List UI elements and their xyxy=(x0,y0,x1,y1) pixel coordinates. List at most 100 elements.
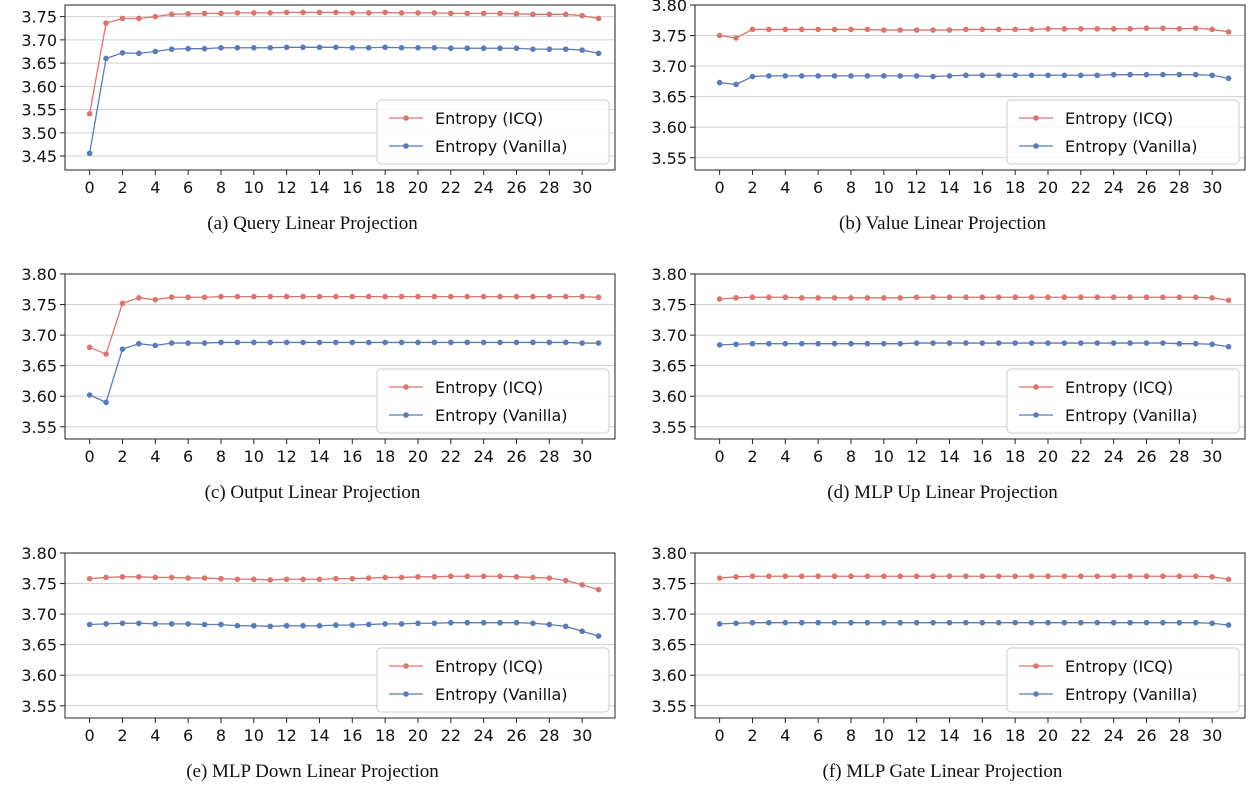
y-tick-label: 3.65 xyxy=(651,636,687,655)
data-point xyxy=(848,295,854,301)
x-tick-label: 12 xyxy=(906,447,926,466)
y-tick-label: 3.70 xyxy=(651,57,687,76)
data-point xyxy=(1192,619,1199,626)
data-point xyxy=(716,342,723,348)
data-point xyxy=(513,45,520,52)
data-point xyxy=(930,294,936,301)
legend-label: Entropy (ICQ) xyxy=(1065,109,1173,128)
data-point xyxy=(267,10,274,16)
legend: Entropy (ICQ) Entropy (Vanilla) xyxy=(1006,647,1240,713)
chart-caption: (a) Query Linear Projection xyxy=(207,213,418,234)
data-point xyxy=(946,73,953,79)
data-point xyxy=(546,575,553,581)
x-tick-label: 22 xyxy=(1071,178,1091,197)
data-point xyxy=(1192,25,1199,32)
data-point xyxy=(283,293,290,300)
data-point xyxy=(382,293,388,300)
data-point xyxy=(415,339,421,346)
data-point xyxy=(431,574,438,580)
x-tick-label: 0 xyxy=(715,726,725,745)
x-tick-label: 2 xyxy=(117,178,127,197)
data-point xyxy=(497,339,503,346)
series-line xyxy=(719,622,1229,626)
data-point xyxy=(185,575,191,581)
x-tick-label: 18 xyxy=(375,726,395,745)
data-point xyxy=(251,10,257,16)
x-tick-label: 8 xyxy=(216,178,226,197)
chart-caption: (b) Value Linear Projection xyxy=(839,213,1046,234)
data-point xyxy=(185,45,191,52)
y-tick-label: 3.65 xyxy=(21,357,57,376)
data-point xyxy=(480,45,487,52)
x-tick-label: 22 xyxy=(1071,447,1091,466)
data-point xyxy=(398,574,405,581)
data-point xyxy=(930,619,936,626)
data-point xyxy=(1160,25,1166,32)
data-point xyxy=(480,573,487,580)
legend-marker xyxy=(1033,115,1039,121)
data-point xyxy=(251,622,257,629)
x-tick-label: 16 xyxy=(342,447,362,466)
data-point xyxy=(562,339,569,346)
data-point xyxy=(185,294,191,301)
data-point xyxy=(979,72,986,79)
data-point xyxy=(283,622,290,629)
x-tick-label: 8 xyxy=(846,447,856,466)
data-point xyxy=(86,110,93,117)
legend-label: Entropy (Vanilla) xyxy=(435,685,568,704)
data-point xyxy=(864,295,871,301)
legend-marker xyxy=(403,663,409,669)
chart-panel-mlp-gate: 3.55 3.60 3.65 3.70 3.75 3.80 0 2 4 6 8 10 12 14 16 18 2… xyxy=(630,526,1255,788)
data-point xyxy=(497,293,503,300)
x-tick-label: 28 xyxy=(539,178,559,197)
data-point xyxy=(897,27,904,33)
data-point xyxy=(1176,573,1183,580)
data-point xyxy=(513,339,520,346)
y-tick-label: 3.65 xyxy=(651,357,687,376)
data-point xyxy=(798,26,805,33)
x-tick-label: 22 xyxy=(441,726,461,745)
data-point xyxy=(152,621,159,627)
data-point xyxy=(103,574,109,581)
data-point xyxy=(579,340,585,346)
data-point xyxy=(864,573,871,580)
data-point xyxy=(595,340,602,346)
data-point xyxy=(251,44,257,51)
data-point xyxy=(930,340,936,346)
x-tick-label: 30 xyxy=(572,447,592,466)
data-point xyxy=(1061,294,1068,301)
x-tick-label: 16 xyxy=(342,178,362,197)
series-line xyxy=(89,575,599,591)
data-point xyxy=(1160,340,1166,346)
y-tick-label: 3.70 xyxy=(651,326,687,345)
data-point xyxy=(1110,619,1117,626)
data-point xyxy=(201,294,208,301)
x-tick-label: 4 xyxy=(780,447,790,466)
y-tick-label: 3.55 xyxy=(651,149,687,168)
data-point xyxy=(1028,340,1035,346)
x-tick-label: 28 xyxy=(1169,447,1189,466)
y-tick-label: 3.60 xyxy=(651,118,687,137)
data-point xyxy=(168,621,175,627)
data-point xyxy=(1045,340,1051,346)
x-tick-label: 26 xyxy=(1136,726,1156,745)
x-tick-label: 28 xyxy=(1169,726,1189,745)
data-point xyxy=(831,26,838,33)
x-tick-label: 2 xyxy=(747,447,757,466)
data-point xyxy=(234,622,241,629)
data-point xyxy=(398,44,405,51)
data-point xyxy=(333,293,339,300)
data-point xyxy=(1143,573,1150,580)
data-point xyxy=(168,11,175,18)
data-point xyxy=(530,574,536,581)
data-point xyxy=(979,573,986,580)
data-point xyxy=(431,339,438,346)
x-tick-label: 0 xyxy=(85,178,95,197)
x-tick-label: 10 xyxy=(874,447,894,466)
data-point xyxy=(267,623,274,630)
series-line xyxy=(719,27,1229,39)
data-point xyxy=(349,293,356,300)
y-tick-label: 3.80 xyxy=(651,265,687,284)
legend-marker xyxy=(403,384,409,390)
data-point xyxy=(815,619,821,626)
